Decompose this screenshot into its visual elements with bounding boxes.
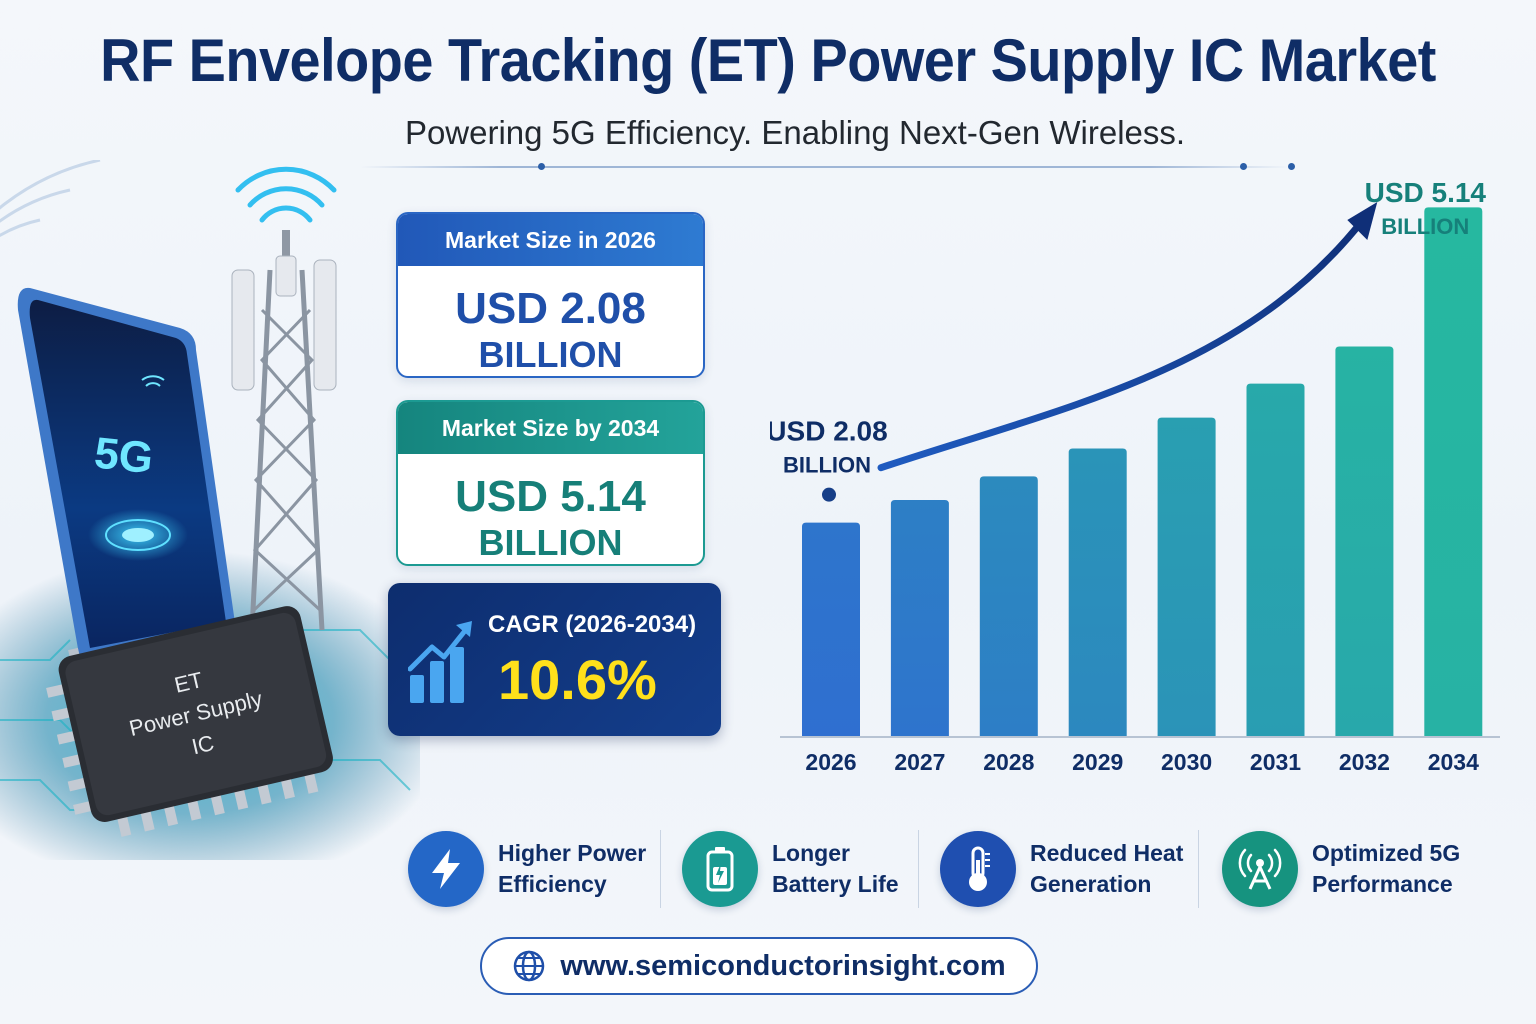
bar-2034 bbox=[1424, 207, 1483, 737]
card-value: USD 2.08 bbox=[455, 284, 646, 333]
benefit-optimized-5g: Optimized 5G Performance bbox=[1222, 828, 1460, 910]
cell-tower bbox=[231, 166, 337, 631]
value-annotations: USD 2.08 BILLION USD 5.14 BILLION bbox=[770, 177, 1486, 478]
annotation-2034-value: USD 5.14 bbox=[1365, 177, 1487, 208]
benefit-line2: Battery Life bbox=[772, 871, 899, 897]
signal-arcs-background bbox=[0, 160, 101, 238]
market-size-2026-card: Market Size in 2026 USD 2.08 BILLION bbox=[396, 212, 705, 378]
divider-dot bbox=[1240, 163, 1247, 170]
thermometer-icon bbox=[940, 831, 1016, 907]
lightning-icon bbox=[408, 831, 484, 907]
market-size-2034-card: Market Size by 2034 USD 5.14 BILLION bbox=[396, 400, 705, 566]
annotation-2026-unit: BILLION bbox=[783, 453, 871, 478]
divider-dot bbox=[1288, 163, 1295, 170]
x-tick-label: 2028 bbox=[983, 749, 1034, 775]
growth-chart-icon bbox=[408, 621, 472, 703]
smartphone: 5G bbox=[17, 287, 236, 660]
cagr-label: CAGR (2026-2034) bbox=[488, 611, 697, 638]
bar-2028 bbox=[979, 476, 1038, 737]
bar-2031 bbox=[1246, 383, 1305, 737]
website-link[interactable]: www.semiconductorinsight.com bbox=[480, 937, 1038, 995]
benefit-higher-efficiency: Higher Power Efficiency bbox=[408, 828, 646, 910]
benefit-divider bbox=[660, 830, 661, 908]
page-subtitle: Powering 5G Efficiency. Enabling Next-Ge… bbox=[404, 114, 1186, 151]
benefit-line2: Efficiency bbox=[498, 871, 607, 897]
market-growth-bar-chart: 2026 2027 2028 2029 2030 2031 2032 2034 USD 2.0… bbox=[770, 177, 1500, 775]
x-tick-label: 2030 bbox=[1161, 749, 1212, 775]
benefit-line1: Reduced Heat bbox=[1030, 840, 1184, 866]
bar-2027 bbox=[890, 500, 949, 737]
start-value-marker bbox=[822, 487, 836, 502]
title-divider bbox=[360, 166, 1290, 168]
benefit-divider bbox=[918, 830, 919, 908]
benefit-line2: Performance bbox=[1312, 871, 1453, 897]
bar-2026 bbox=[802, 522, 860, 737]
phone-tower-chip-illustration: 5G ET Power Supply IC bbox=[0, 160, 420, 860]
page-title: RF Envelope Tracking (ET) Power Supply I… bbox=[100, 27, 1436, 94]
card-unit: BILLION bbox=[478, 334, 623, 376]
bar-2030 bbox=[1157, 417, 1216, 737]
bar-2032 bbox=[1335, 346, 1394, 737]
x-axis-labels: 2026 2027 2028 2029 2030 2031 2032 2034 bbox=[805, 749, 1479, 775]
benefit-reduced-heat: Reduced Heat Generation bbox=[940, 828, 1183, 910]
annotation-2034-unit: BILLION bbox=[1381, 214, 1469, 239]
card-header: Market Size by 2034 bbox=[398, 402, 703, 454]
x-tick-label: 2027 bbox=[894, 749, 945, 775]
benefit-divider bbox=[1198, 830, 1199, 908]
annotation-2026-value: USD 2.08 bbox=[770, 416, 888, 447]
website-url[interactable]: www.semiconductorinsight.com bbox=[560, 949, 1006, 982]
battery-icon bbox=[682, 831, 758, 907]
cagr-value: 10.6% bbox=[498, 648, 657, 711]
benefit-line1: Optimized 5G bbox=[1312, 840, 1461, 866]
card-unit: BILLION bbox=[478, 522, 623, 564]
x-tick-label: 2031 bbox=[1250, 749, 1301, 775]
benefit-line1: Longer bbox=[772, 840, 850, 866]
x-tick-label: 2034 bbox=[1428, 749, 1479, 775]
benefit-line2: Generation bbox=[1030, 871, 1152, 897]
antenna-icon bbox=[1222, 831, 1298, 907]
x-tick-label: 2029 bbox=[1072, 749, 1123, 775]
bar-2029 bbox=[1068, 448, 1127, 737]
phone-5g-label: 5G bbox=[92, 428, 156, 483]
benefit-battery-life: Longer Battery Life bbox=[682, 828, 899, 910]
card-value: USD 5.14 bbox=[455, 472, 646, 521]
card-header: Market Size in 2026 bbox=[398, 214, 703, 266]
x-tick-label: 2026 bbox=[805, 749, 856, 775]
cagr-card: CAGR (2026-2034) 10.6% bbox=[388, 583, 721, 736]
chip-label-line1: ET bbox=[172, 667, 205, 698]
divider-dot bbox=[538, 163, 545, 170]
globe-icon bbox=[514, 950, 545, 982]
chip-pins bbox=[46, 683, 319, 837]
et-power-supply-chip: ET Power Supply IC bbox=[46, 606, 333, 837]
bars-layer bbox=[802, 207, 1483, 737]
growth-trend-arrowhead bbox=[1347, 202, 1378, 240]
growth-trend-arrow bbox=[877, 218, 1365, 472]
x-tick-label: 2032 bbox=[1339, 749, 1390, 775]
benefit-line1: Higher Power bbox=[498, 840, 647, 866]
